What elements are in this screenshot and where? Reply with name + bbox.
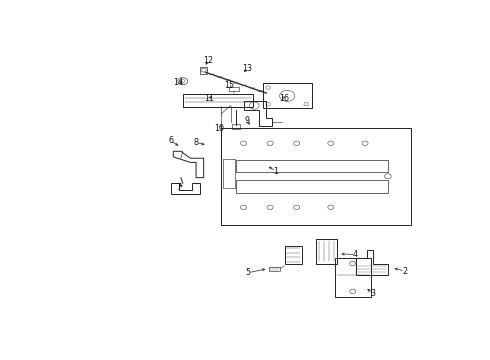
Bar (200, 67, 207, 74)
Text: 7: 7 (176, 183, 181, 192)
Text: 16: 16 (279, 94, 290, 103)
Text: 8: 8 (194, 138, 198, 147)
Text: 1: 1 (273, 167, 278, 176)
Bar (222, 159, 235, 188)
Bar (270, 267, 280, 270)
Text: 9: 9 (245, 116, 250, 125)
Bar (335, 258, 371, 297)
Text: 15: 15 (224, 81, 234, 90)
Text: 11: 11 (204, 94, 214, 103)
Text: 2: 2 (402, 266, 408, 275)
Text: 3: 3 (370, 289, 375, 298)
Text: 6: 6 (168, 136, 173, 145)
Bar (236, 180, 388, 193)
Text: 4: 4 (353, 250, 358, 259)
Text: 10: 10 (214, 124, 224, 133)
Bar (285, 246, 302, 264)
Text: 13: 13 (243, 64, 252, 73)
Text: 5: 5 (245, 268, 251, 277)
Bar (263, 84, 312, 108)
Text: 14: 14 (173, 78, 183, 87)
Bar (236, 160, 388, 172)
Bar (183, 94, 253, 107)
Text: 12: 12 (203, 56, 214, 65)
Bar (316, 239, 337, 264)
Bar (220, 128, 411, 225)
Bar (229, 87, 239, 91)
